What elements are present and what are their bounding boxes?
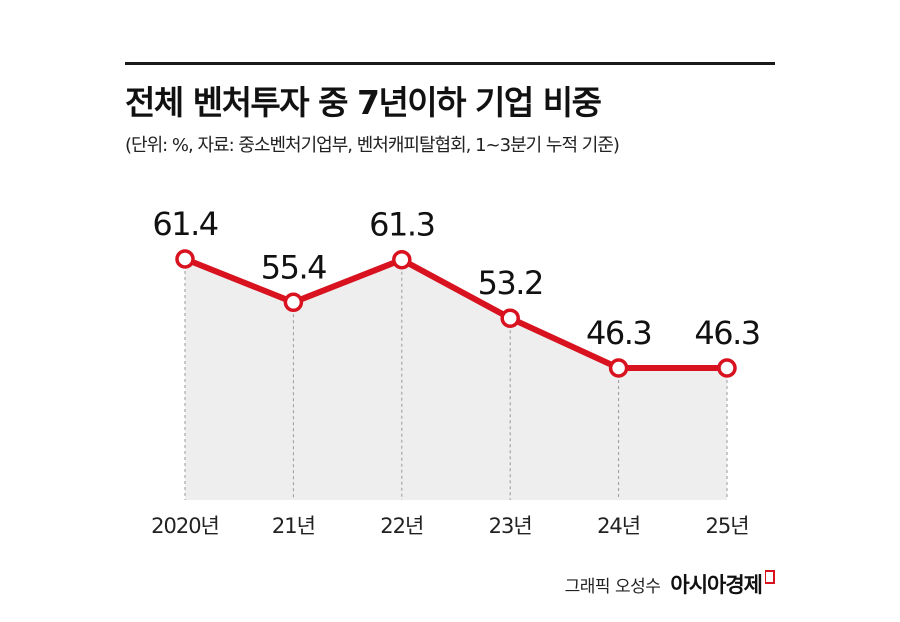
brand-logo: 아시아경제: [670, 573, 763, 597]
data-label: 55.4: [261, 248, 326, 286]
area-fill: [185, 259, 727, 500]
credit: 그래픽 오성수 아시아경제: [565, 569, 775, 599]
data-point-marker: [608, 358, 629, 378]
chart-title: 전체 벤처투자 중 7년이하 기업 비중: [125, 83, 602, 122]
x-tick-label: 2020년: [151, 514, 219, 538]
credit-text: 그래픽 오성수: [564, 577, 661, 597]
x-tick-label: 25년: [705, 514, 748, 538]
x-tick-label: 24년: [597, 514, 640, 538]
data-point-marker: [392, 249, 412, 270]
data-label: 61.4: [152, 205, 217, 243]
x-tick-label: 22년: [380, 514, 423, 538]
data-point-marker: [175, 249, 195, 269]
data-point-marker: [283, 292, 304, 313]
data-label: 46.3: [694, 314, 759, 352]
top-rule: [125, 62, 775, 65]
x-tick-label: 23년: [489, 514, 532, 538]
brand-mark-icon: [765, 570, 775, 584]
series-line: [182, 256, 730, 371]
x-tick-label: 21년: [272, 514, 315, 538]
data-label: 53.2: [478, 264, 543, 302]
data-label: 46.3: [586, 314, 651, 352]
chart-subtitle: (단위: %, 자료: 중소벤처기업부, 벤처캐피탈협회, 1~3분기 누적 기…: [125, 135, 620, 156]
data-point-marker: [717, 358, 737, 378]
data-label: 61.3: [369, 206, 434, 244]
data-point-marker: [500, 308, 520, 328]
